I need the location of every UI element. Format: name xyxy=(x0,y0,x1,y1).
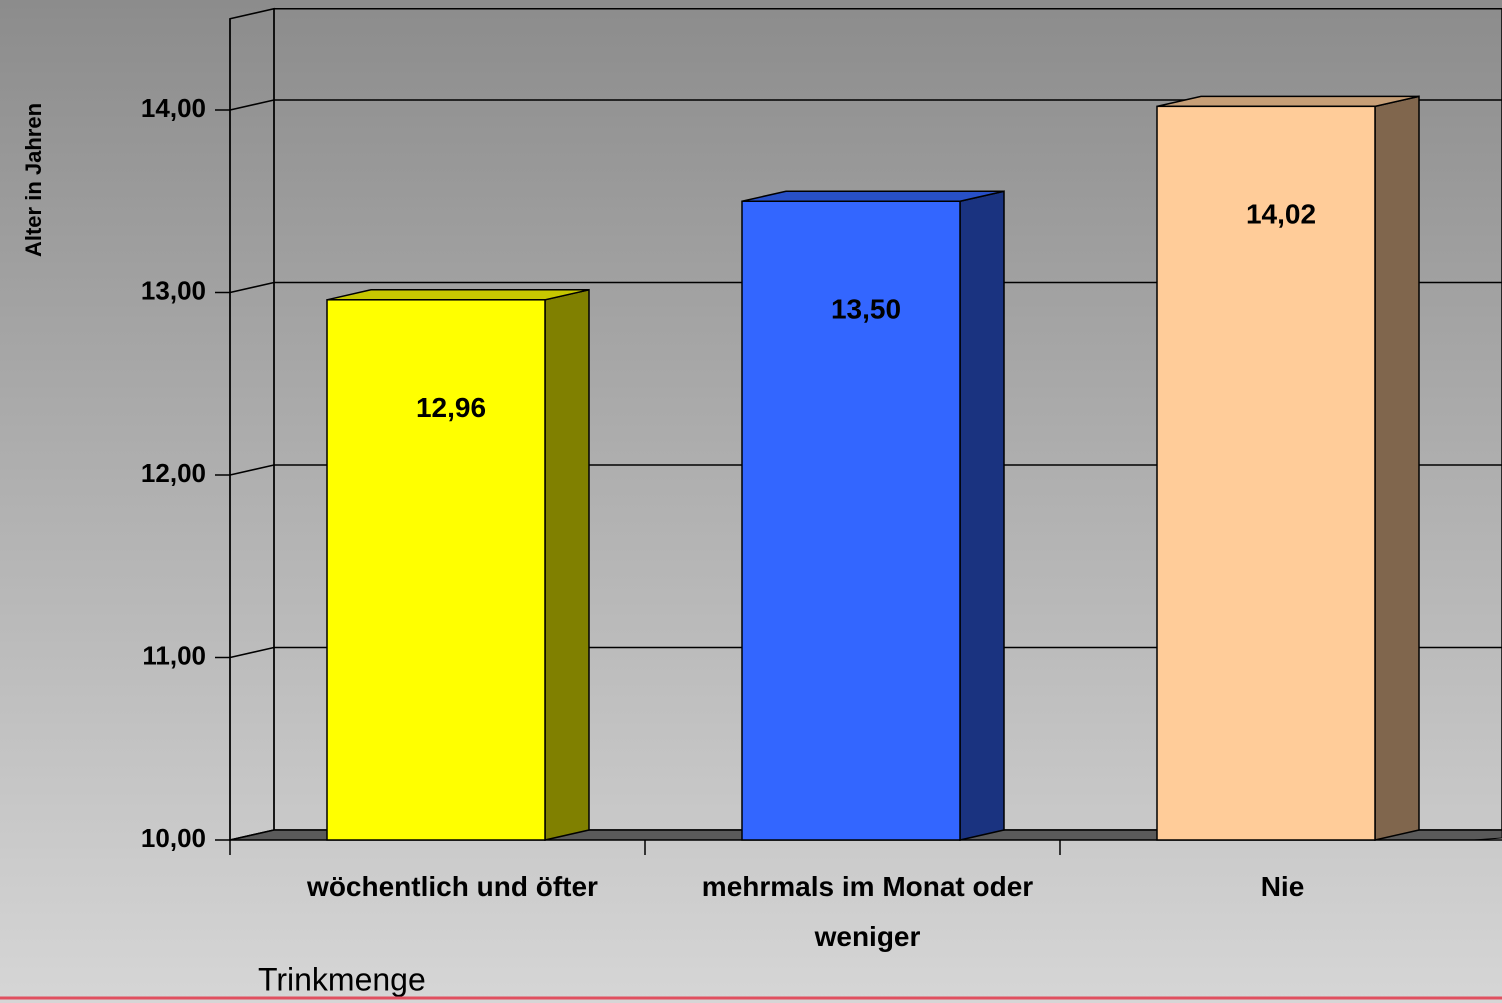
side-wall xyxy=(229,7,275,841)
bar xyxy=(326,299,546,841)
bar-side xyxy=(959,190,1005,841)
value-label: 13,50 xyxy=(831,294,901,325)
value-label: 14,02 xyxy=(1246,199,1316,230)
y-tick-label: 13,00 xyxy=(141,275,206,305)
grid-line xyxy=(229,281,1502,294)
bar-top xyxy=(326,289,590,301)
x-tick-label: wöchentlich und öfter xyxy=(307,871,598,902)
y-tick-label: 12,00 xyxy=(141,458,206,488)
bar-side xyxy=(1374,95,1420,841)
grid-line xyxy=(229,829,1502,841)
bar-side xyxy=(544,288,590,841)
grid-line xyxy=(229,464,1502,476)
bar-top xyxy=(1156,95,1420,108)
y-tick-label: 11,00 xyxy=(142,640,206,670)
y-tick-label: 10,00 xyxy=(141,823,206,853)
bar xyxy=(741,200,961,841)
y-tick-label: 14,00 xyxy=(141,93,206,123)
bar-top xyxy=(741,190,1005,202)
x-tick-label: mehrmals im Monat oder weniger xyxy=(701,871,1034,952)
bar xyxy=(1156,105,1376,841)
grid-line xyxy=(229,646,1502,659)
value-label: 12,96 xyxy=(416,392,486,423)
x-tick-label: Nie xyxy=(1260,871,1305,902)
grid-line xyxy=(229,99,1502,111)
y-axis-title: Alter in Jahren xyxy=(21,103,46,257)
x-axis-title: Trinkmenge xyxy=(258,961,426,997)
